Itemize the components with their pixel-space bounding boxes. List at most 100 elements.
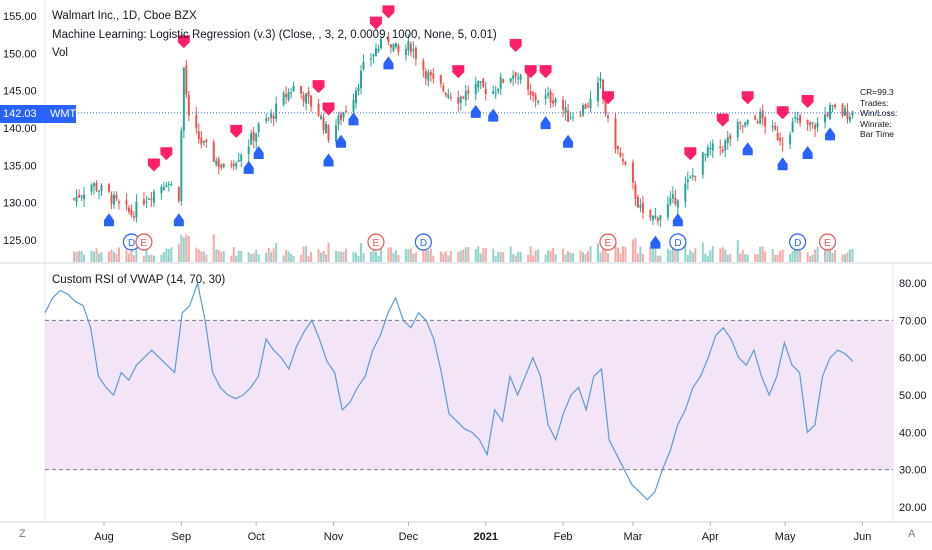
time-axis[interactable]: Aug Sep Oct Nov Dec 2021 Feb Mar Apr May Jun [94, 522, 871, 543]
volume-bar [170, 247, 173, 262]
candle-body [474, 83, 477, 95]
buy-signal-icon[interactable] [488, 108, 499, 122]
candle-body [100, 185, 103, 191]
candle-body [597, 82, 600, 102]
volume-bar [776, 254, 779, 262]
symbol-title: Walmart Inc., 1D, Cboe BZX [52, 10, 197, 22]
earnings-event-icon[interactable] [135, 233, 153, 251]
candle-body [387, 37, 390, 42]
sell-signal-icon[interactable] [230, 124, 243, 138]
legend-rsi[interactable]: Custom RSI of VWAP (14, 70, 30) [52, 272, 225, 288]
volume-bar [337, 251, 340, 262]
sell-signal-icon[interactable] [684, 147, 697, 161]
earnings-event-icon[interactable] [367, 233, 385, 251]
candle-body [202, 140, 205, 143]
candle-body [182, 67, 185, 131]
dividend-event-icon[interactable] [789, 233, 807, 251]
time-tick-label: Nov [324, 531, 344, 543]
sell-signal-icon[interactable] [741, 91, 754, 105]
time-tick-label: Mar [623, 531, 642, 543]
volume-bar [589, 246, 592, 262]
buy-signal-icon[interactable] [253, 146, 264, 159]
candle-body [791, 121, 794, 132]
sell-signal-icon[interactable] [147, 158, 160, 172]
candle-body [831, 105, 834, 107]
volume-bar [686, 255, 689, 262]
volume-bar [422, 246, 425, 262]
candle-body [317, 103, 320, 116]
buy-signal-icon[interactable] [348, 112, 359, 126]
sell-signal-icon[interactable] [776, 106, 789, 120]
sell-signal-icon[interactable] [601, 91, 614, 105]
candle-body [300, 86, 303, 94]
buy-signal-icon[interactable] [777, 157, 788, 171]
sell-signal-icon[interactable] [382, 5, 395, 19]
rsi-pane[interactable]: 80.00 70.00 60.00 50.00 40.00 30.00 20.00 [44, 278, 927, 514]
earnings-event-icon[interactable] [599, 233, 617, 251]
sell-signal-icon[interactable] [312, 80, 325, 94]
buy-signal-icon[interactable] [243, 160, 254, 174]
volume-bar [177, 243, 180, 262]
volume-bar [235, 255, 238, 262]
legend-volume[interactable]: Vol [52, 45, 68, 61]
candle-body [834, 104, 837, 108]
candle-body [352, 99, 355, 112]
candle-body [359, 70, 362, 89]
candle-body [342, 112, 345, 118]
volume-bar [115, 253, 118, 262]
volume-bar [759, 246, 762, 262]
sell-signal-icon[interactable] [801, 95, 814, 108]
legend-indicator[interactable]: Machine Learning: Logistic Regression (v… [52, 27, 497, 43]
candle-body [232, 164, 235, 167]
volume-bar [427, 250, 430, 262]
volume-bar [230, 255, 233, 262]
buy-signal-icon[interactable] [802, 146, 813, 159]
sell-signal-icon[interactable] [509, 39, 522, 52]
buy-signal-icon[interactable] [563, 134, 574, 148]
sell-signal-icon[interactable] [539, 65, 552, 79]
buy-signal-icon[interactable] [103, 213, 114, 227]
candle-body [409, 43, 412, 53]
price-pane[interactable]: 155.00 150.00 145.00 140.00 135.00 130.00 125.… [3, 5, 893, 262]
buy-signal-icon[interactable] [825, 127, 836, 141]
volume-bar [517, 251, 520, 262]
candle-body [706, 146, 709, 157]
zoom-reset-button[interactable]: Z [19, 528, 26, 540]
rsi-title: Custom RSI of VWAP (14, 70, 30) [52, 274, 226, 286]
earnings-event-icon[interactable] [818, 233, 837, 251]
volume-bar [180, 234, 183, 262]
volume-bar [794, 248, 797, 262]
sell-signal-icon[interactable] [322, 102, 335, 116]
buy-signal-icon[interactable] [323, 153, 334, 167]
buy-signal-icon[interactable] [742, 142, 753, 156]
legend-symbol[interactable]: Walmart Inc., 1D, Cboe BZX [52, 8, 197, 24]
candle-body [392, 43, 395, 51]
buy-signal-icon[interactable] [650, 235, 661, 249]
buy-signal-icon[interactable] [672, 213, 683, 227]
buy-signal-icon[interactable] [540, 116, 551, 130]
candle-body [829, 105, 832, 120]
sell-signal-icon[interactable] [524, 65, 537, 79]
candle-body [345, 110, 348, 112]
dividend-event-icon[interactable] [669, 233, 687, 251]
volume-bar [392, 253, 395, 262]
buy-signal-icon[interactable] [173, 213, 184, 227]
sell-signal-icon[interactable] [177, 35, 190, 49]
candle-body [322, 117, 325, 131]
sell-signal-icon[interactable] [369, 16, 382, 30]
buy-signal-icon[interactable] [470, 104, 481, 118]
candle-body [240, 154, 243, 161]
candle-body [205, 139, 208, 143]
auto-scale-button[interactable]: A [908, 528, 916, 540]
buy-signal-icon[interactable] [336, 134, 347, 148]
buy-signal-icon[interactable] [383, 56, 394, 70]
dividend-event-icon[interactable] [414, 233, 432, 251]
sell-signal-icon[interactable] [716, 113, 729, 127]
volume-bar [709, 250, 712, 262]
sell-signal-icon[interactable] [160, 147, 173, 161]
candle-body [404, 48, 407, 56]
rsi-line[interactable] [44, 280, 854, 501]
candle-body [824, 114, 827, 123]
sell-signal-icon[interactable] [452, 65, 465, 79]
